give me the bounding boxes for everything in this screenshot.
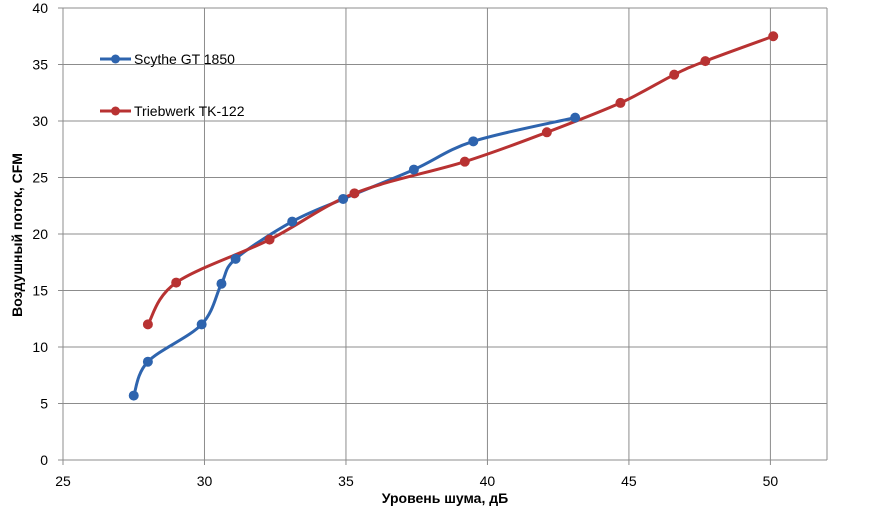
series-points [128,31,779,401]
series-1-point [142,356,153,367]
y-tick-label: 20 [32,226,48,242]
axes [58,7,827,465]
y-tick-labels: 0 5 10 15 20 25 30 35 40 [32,0,48,468]
series-1-point [408,164,419,175]
series-2-point [171,277,182,288]
series-2-point [768,31,779,42]
x-tick-labels: 25 30 35 40 45 50 [55,473,778,489]
x-tick-label: 25 [55,473,71,489]
x-tick-label: 30 [197,473,213,489]
y-tick-label: 10 [32,339,48,355]
grid [63,7,828,460]
series-2-line [146,34,775,326]
y-tick-label: 35 [32,57,48,73]
legend-label: Scythe GT 1850 [134,51,235,67]
series-2-point [700,56,711,67]
legend-item-1: Scythe GT 1850 [100,51,235,67]
series-1-point [216,278,227,289]
legend-swatch-marker [111,106,120,116]
y-tick-label: 25 [32,170,48,186]
legend-item-2: Triebwerk TK-122 [100,103,245,119]
series-1-point [287,216,298,227]
y-tick-label: 30 [32,113,48,129]
x-tick-label: 50 [763,473,779,489]
y-tick-label: 5 [40,396,48,412]
series-1-point [230,253,241,264]
x-tick-label: 45 [621,473,637,489]
series-2-point [264,234,275,245]
series-1-point [196,319,207,330]
y-axis-title: Воздушный поток, CFM [9,153,25,317]
legend: Scythe GT 1850 Triebwerk TK-122 [100,51,245,119]
x-axis-title: Уровень шума, дБ [382,490,508,506]
x-tick-label: 35 [338,473,354,489]
y-tick-label: 40 [32,0,48,16]
series-1-point [468,136,479,147]
series-2-point [142,319,153,330]
series-2-point [615,97,626,108]
series-lines [132,34,775,398]
series-1-point [128,390,139,401]
series-2-point [541,127,552,138]
legend-label: Triebwerk TK-122 [134,103,245,119]
y-tick-label: 15 [32,283,48,299]
series-2-point [669,69,680,80]
legend-swatch-marker [111,54,120,64]
series-2-point [349,188,360,199]
series-1-point [338,193,349,204]
x-tick-label: 40 [480,473,496,489]
series-1-point [570,112,581,123]
y-tick-label: 0 [40,452,48,468]
series-2-point [459,156,470,167]
series-1-line [132,116,577,398]
